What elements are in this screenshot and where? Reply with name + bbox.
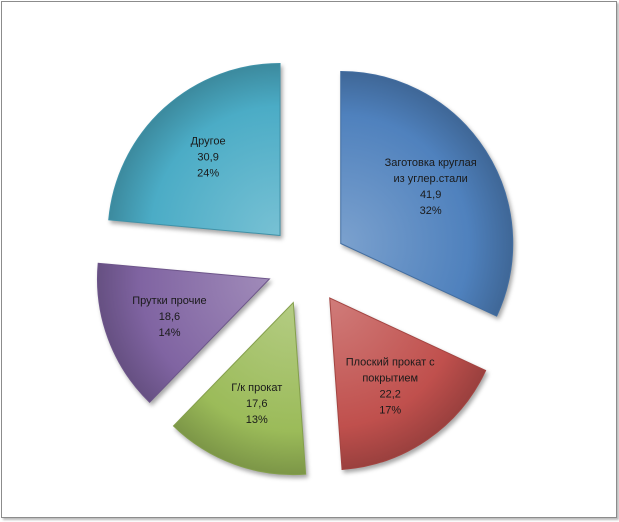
data-label: Г/к прокат 17,6 13% bbox=[231, 382, 282, 426]
data-label: Плоский прокат с покрытием 22,2 17% bbox=[346, 357, 435, 417]
data-label: Прутки прочие 18,6 14% bbox=[132, 295, 206, 339]
pie-slice bbox=[340, 70, 514, 317]
pie-slice bbox=[97, 262, 271, 403]
pie-slice bbox=[108, 62, 281, 237]
pie-slice bbox=[329, 297, 487, 471]
data-label: Заготовка круглая из углер.стали 41,9 32% bbox=[385, 157, 477, 217]
data-label: Другое 30,9 24% bbox=[191, 136, 226, 180]
pie-slice bbox=[172, 301, 307, 476]
